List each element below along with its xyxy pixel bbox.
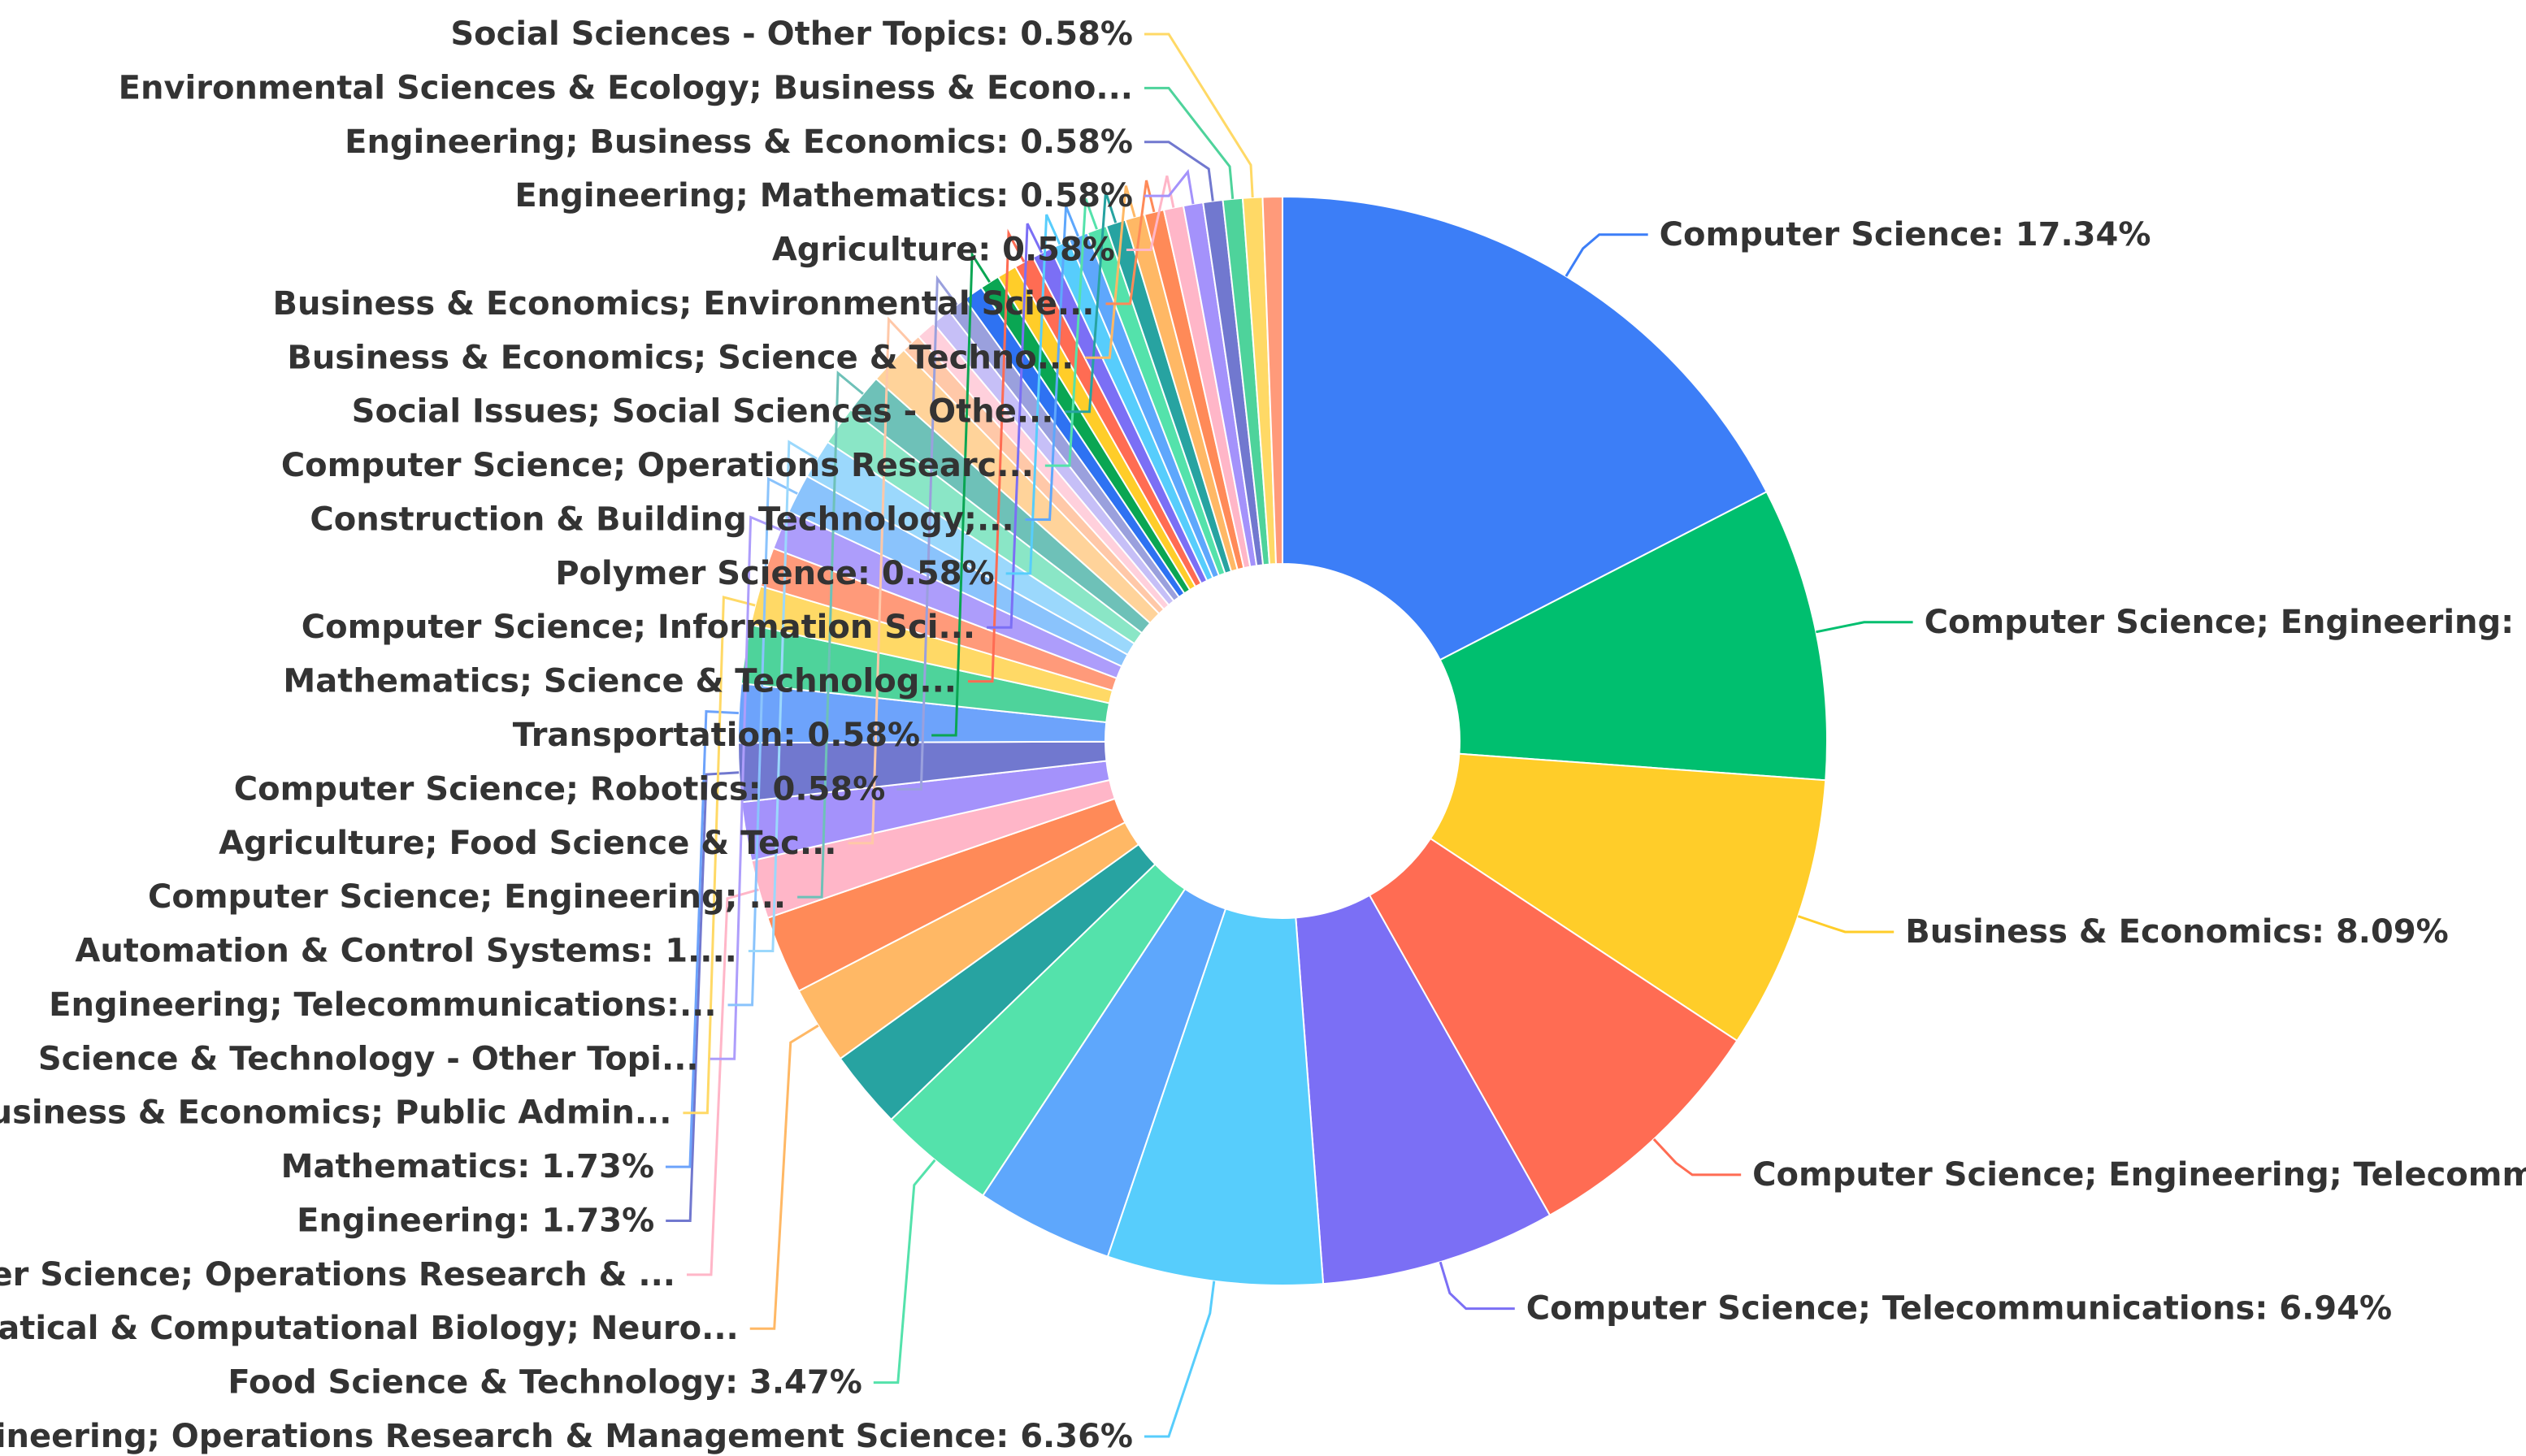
slice-label-5: Engineering; Operations Research & Manag… <box>0 1418 1133 1455</box>
slice-label-9: Mathematical & Computational Biology; Ne… <box>0 1310 739 1347</box>
slice-3[interactable] <box>1368 837 1738 1217</box>
leader-line-27 <box>896 275 958 791</box>
slice-label-33: Polymer Science: 0.58% <box>555 555 994 592</box>
leader-line-37 <box>1085 185 1136 359</box>
slice-label-4: Computer Science; Telecommunications: 6.… <box>1526 1290 2392 1328</box>
slice-label-40: Engineering; Mathematics: 0.58% <box>514 177 1133 214</box>
leader-line-4 <box>1439 1261 1515 1311</box>
slice-label-16: Business & Economics; Public Admin... <box>0 1094 671 1132</box>
slice-label-20: Automation & Control Systems: 1.... <box>75 933 736 970</box>
leader-line-43 <box>1144 32 1254 198</box>
slice-label-41: Engineering; Business & Economics: 0.58% <box>345 124 1133 161</box>
slice-label-11: Computer Science; Operations Research & … <box>0 1256 675 1294</box>
slice-label-35: Computer Science; Operations Researc... <box>281 447 1034 484</box>
slice-4[interactable] <box>1295 894 1552 1285</box>
leader-line-22 <box>797 370 864 899</box>
slice-label-29: Transportation: 0.58% <box>513 717 920 754</box>
slice-label-22: Computer Science; Engineering; ... <box>148 878 786 916</box>
slice-label-39: Agriculture: 0.58% <box>772 232 1115 269</box>
leader-line-40 <box>1144 169 1195 205</box>
slice-label-36: Social Issues; Social Sciences - Othe... <box>352 393 1054 431</box>
leader-line-32 <box>987 223 1044 629</box>
slice-label-1: Computer Science; Engineering: ... <box>1925 604 2526 641</box>
leader-line-41 <box>1144 141 1214 202</box>
slice-label-38: Business & Economics; Environmental Scie… <box>273 285 1095 323</box>
slice-5[interactable] <box>1106 908 1325 1286</box>
slice-label-7: Food Science & Technology: 3.47% <box>228 1364 862 1402</box>
slice-44[interactable] <box>1261 195 1283 566</box>
leader-line-39 <box>1126 176 1175 252</box>
slice-label-42: Environmental Sciences & Ecology; Busine… <box>119 69 1133 106</box>
slice-label-19: Engineering; Telecommunications:... <box>49 986 716 1024</box>
slice-1[interactable] <box>1439 490 1828 782</box>
leader-line-0 <box>1565 233 1648 277</box>
leader-line-36 <box>1065 191 1118 414</box>
slice-0[interactable] <box>1282 195 1769 661</box>
leader-line-19 <box>727 476 798 1007</box>
leader-line-13 <box>666 771 740 1222</box>
slice-label-18: Science & Technology - Other Topi... <box>38 1040 699 1077</box>
leader-line-24 <box>848 316 912 845</box>
leader-lines-group <box>665 32 1913 1438</box>
leader-line-3 <box>1652 1138 1742 1176</box>
leader-line-5 <box>1144 1280 1216 1438</box>
slice-label-43: Social Sciences - Other Topics: 0.58% <box>450 15 1133 53</box>
leader-line-7 <box>873 1159 936 1384</box>
slice-label-2: Business & Economics: 8.09% <box>1905 913 2449 951</box>
slice-label-24: Agriculture; Food Science & Tec... <box>219 825 836 862</box>
leader-line-42 <box>1144 86 1235 199</box>
leader-line-1 <box>1816 621 1913 634</box>
leader-line-33 <box>1005 214 1061 575</box>
slice-label-34: Construction & Building Technology;... <box>310 500 1013 538</box>
slice-label-14: Mathematics: 1.73% <box>281 1148 654 1185</box>
leader-line-9 <box>749 1024 819 1330</box>
leader-line-20 <box>748 440 818 953</box>
leader-line-31 <box>967 228 1026 683</box>
slice-label-27: Computer Science; Robotics: 0.58% <box>234 770 886 808</box>
slice-label-31: Mathematics; Science & Technolog... <box>283 663 957 700</box>
leader-line-16 <box>683 596 756 1115</box>
leader-line-11 <box>686 888 759 1276</box>
leader-line-2 <box>1797 915 1894 934</box>
slice-label-13: Engineering: 1.73% <box>297 1202 654 1239</box>
slice-label-32: Computer Science; Information Sci... <box>302 609 975 646</box>
slice-label-37: Business & Economics; Science & Techno..… <box>287 339 1074 376</box>
slice-label-0: Computer Science: 17.34% <box>1660 216 2151 254</box>
leader-line-35 <box>1044 198 1098 467</box>
slice-label-3: Computer Science; Engineering; Telecomm.… <box>1752 1156 2526 1194</box>
leader-line-29 <box>931 250 991 737</box>
slice-2[interactable] <box>1429 752 1827 1042</box>
leader-line-18 <box>710 515 782 1060</box>
labels-group: Computer Science: 17.34% Computer Science… <box>0 15 2526 1455</box>
leader-line-14 <box>665 710 739 1168</box>
leader-line-34 <box>1025 206 1079 521</box>
